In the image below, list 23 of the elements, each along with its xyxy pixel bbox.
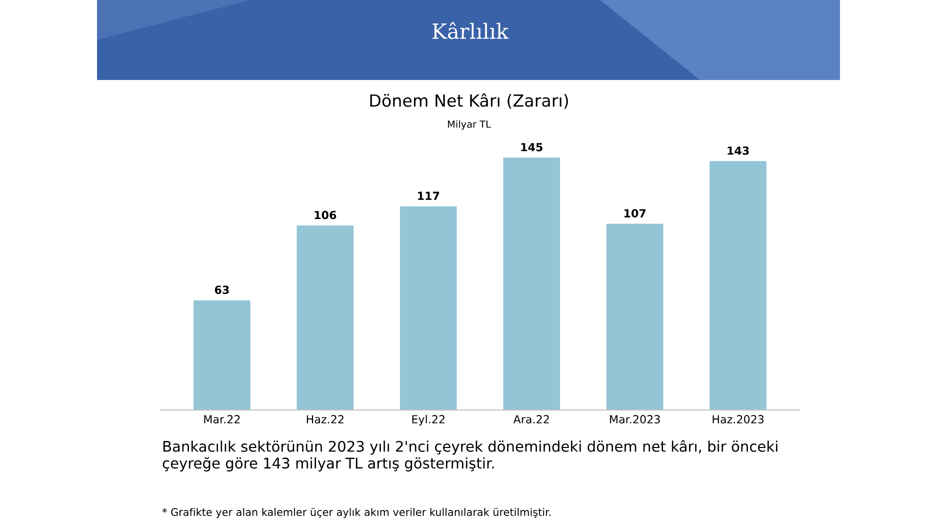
data-label: 106 — [314, 210, 336, 220]
x-tick-label: Eyl.22 — [412, 414, 444, 426]
bar — [710, 161, 766, 410]
text: Kârlılık — [432, 22, 509, 40]
x-tick-label: Ara.22 — [513, 415, 549, 424]
chart-title: Dönem Net Kârı (Zararı) — [370, 93, 568, 109]
x-tick-label: Mar.2023 — [610, 415, 660, 424]
chart-subtitle: Milyar TL — [448, 120, 491, 130]
x-tick-label: Mar.22 — [204, 415, 240, 424]
bar — [296, 226, 354, 410]
data-label: 63 — [214, 286, 229, 294]
data-label: 107 — [624, 209, 646, 218]
text: * Grafikte yer alan kalemler üçer aylık akım veriler kullanılarak üretilmiştir. — [162, 508, 551, 518]
data-label: 145 — [521, 143, 542, 152]
x-tick-label: Haz.22 — [306, 415, 344, 424]
x-tick-label: Haz.2023 — [712, 415, 764, 424]
bar — [606, 224, 664, 410]
bar — [503, 158, 560, 410]
bar — [400, 206, 457, 410]
data-label: 143 — [728, 146, 749, 155]
bar — [194, 300, 250, 410]
text: Bankacılık sektörünün 2023 yılı 2'nci çeyrek dönemindeki dönem net kârı, bir önceki çeyreğe göre 143 milyar TL artış göstermiştir. — [162, 440, 778, 472]
data-label: 117 — [418, 192, 440, 200]
